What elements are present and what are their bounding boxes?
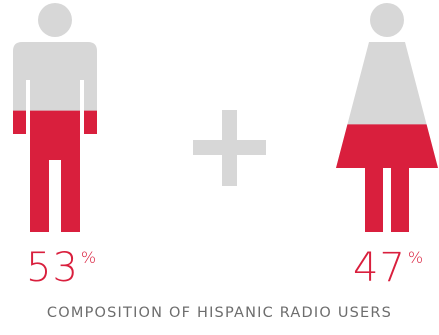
female-fill-portion [336, 124, 438, 232]
male-percentage-label: 53% [26, 245, 98, 291]
male-figure-icon [13, 3, 97, 232]
female-figure-icon [336, 3, 438, 232]
female-percentage-label: 47% [353, 245, 425, 291]
female-empty-portion [336, 3, 438, 232]
chart-caption: COMPOSITION OF HISPANIC RADIO USERS [46, 305, 393, 321]
male-fill-portion [13, 110, 97, 232]
plus-icon [193, 110, 266, 186]
